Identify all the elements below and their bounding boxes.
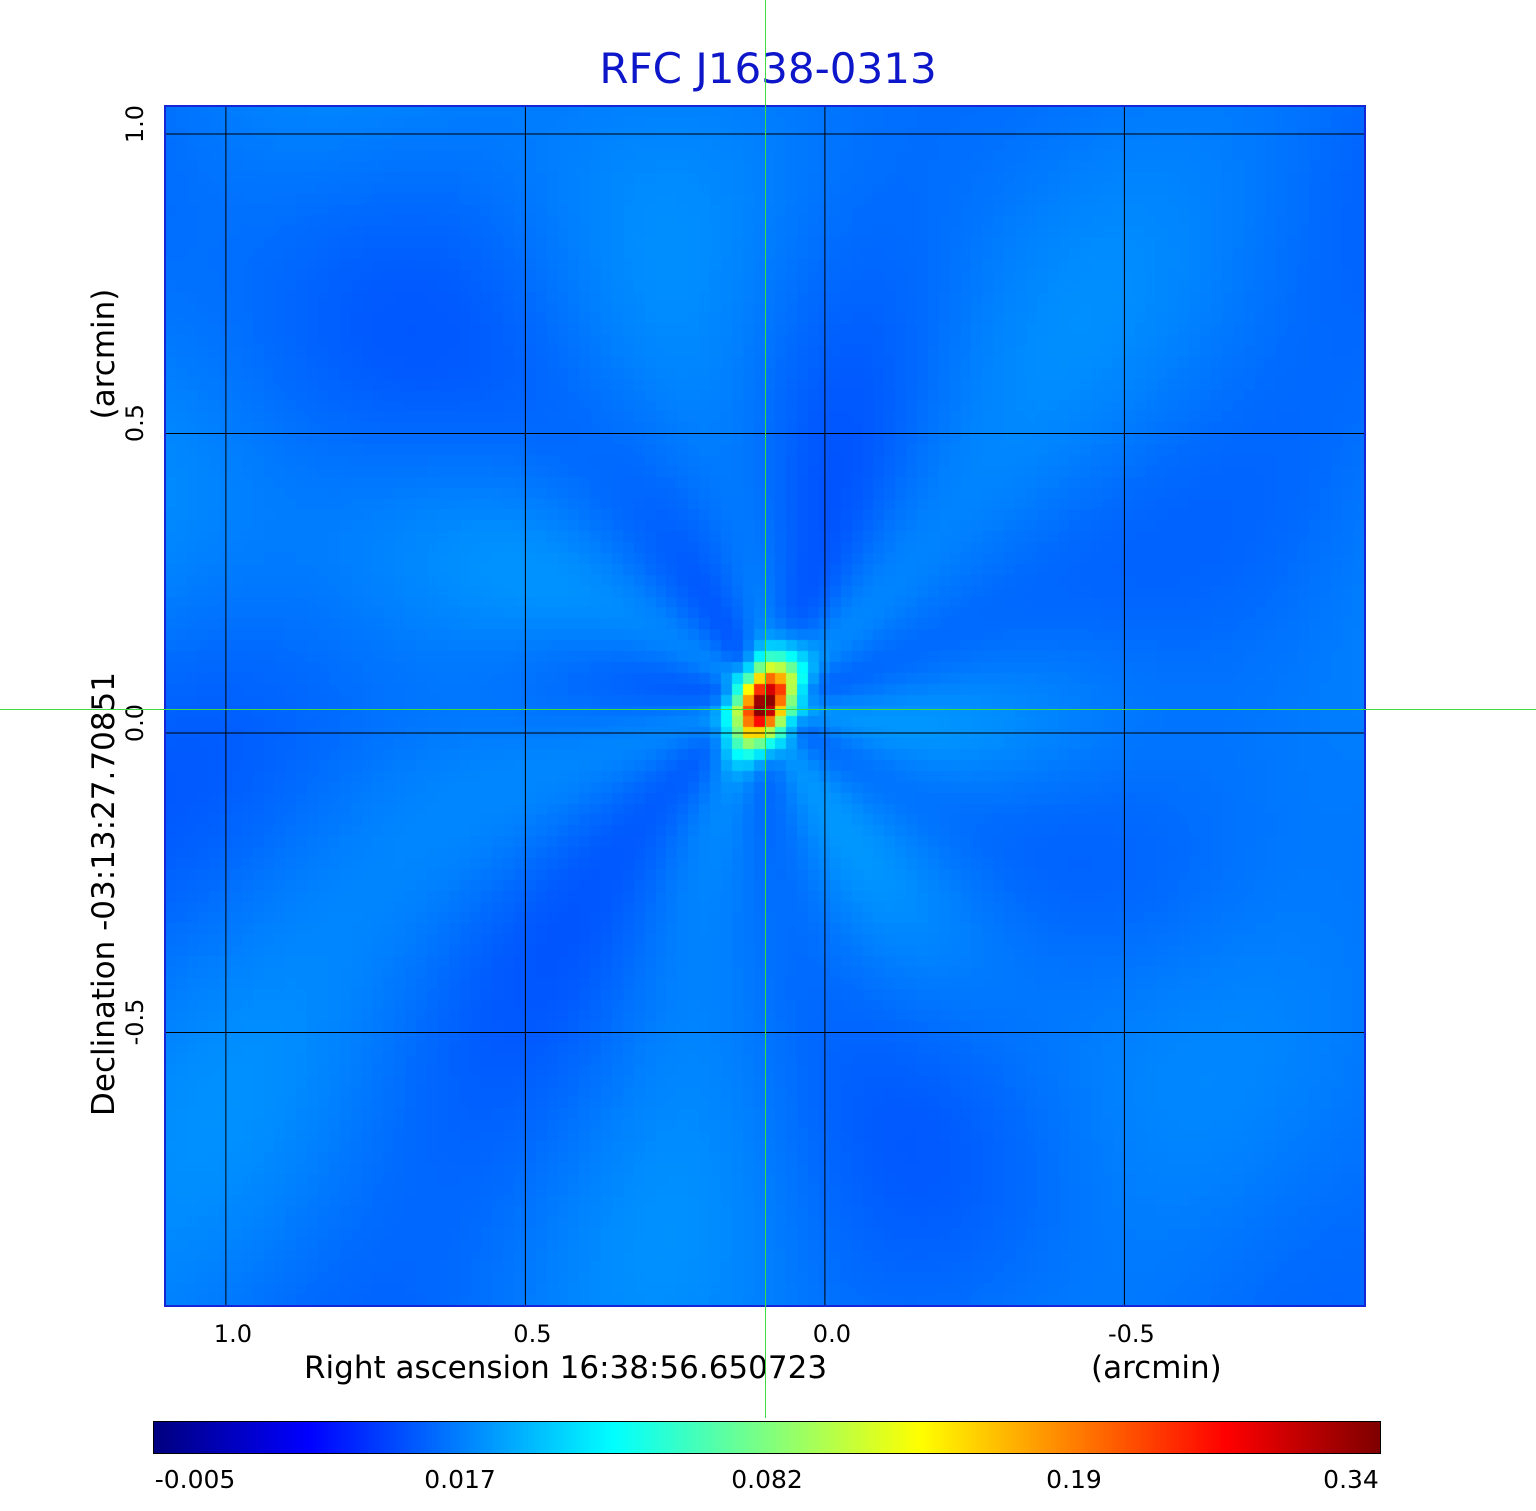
x-axis-unit-label: (arcmin) xyxy=(1091,1350,1222,1386)
x-axis-label: Right ascension 16:38:56.650723 xyxy=(304,1350,828,1386)
crosshair-horizontal xyxy=(0,708,1536,710)
colorbar-tick-label: 0.19 xyxy=(1046,1465,1102,1494)
x-tick-label: 0.0 xyxy=(812,1320,851,1348)
y-axis-unit-label: (arcmin) xyxy=(86,288,122,420)
y-tick-label: -0.5 xyxy=(121,999,149,1046)
y-axis-label: Declination -03:13:27.70851 xyxy=(86,672,122,1116)
colorbar-tick-label: 0.017 xyxy=(424,1465,496,1494)
colorbar-tick-label: -0.005 xyxy=(154,1465,236,1494)
colorbar xyxy=(153,1421,1381,1454)
colorbar-tick-label: 0.082 xyxy=(731,1465,803,1494)
chart-title: RFC J1638-0313 xyxy=(599,44,937,93)
colorbar-tick-label: 0.34 xyxy=(1323,1465,1379,1494)
x-tick-label: 1.0 xyxy=(213,1320,252,1348)
x-tick-label: -0.5 xyxy=(1107,1320,1155,1348)
x-tick-label: 0.5 xyxy=(513,1320,552,1348)
y-tick-label: 0.5 xyxy=(121,404,149,443)
y-tick-label: 1.0 xyxy=(121,104,149,144)
